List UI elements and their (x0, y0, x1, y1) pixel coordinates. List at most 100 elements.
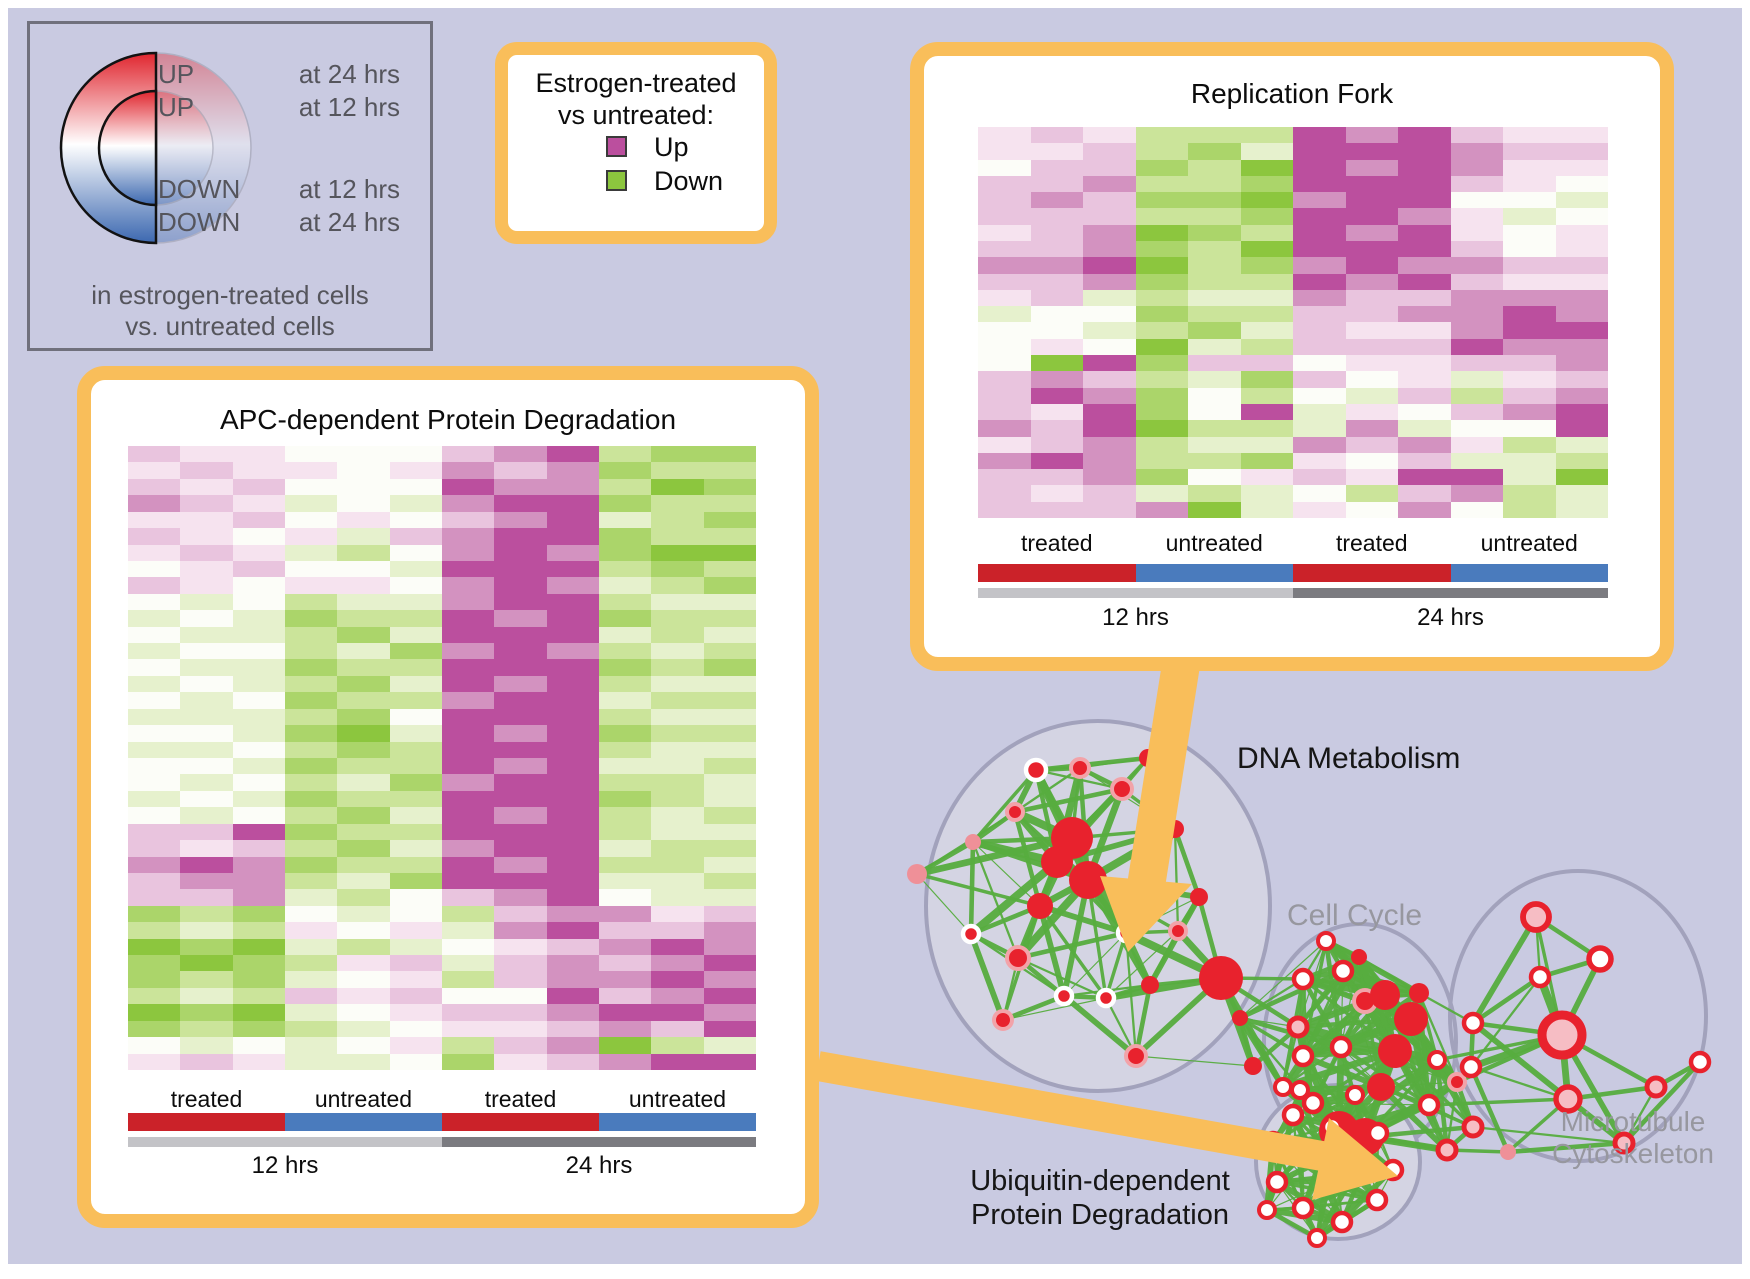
heatmap-cell (284, 823, 338, 841)
heatmap-cell (284, 446, 338, 463)
heatmap-cell (494, 1053, 547, 1070)
heatmap-cell (1135, 257, 1188, 274)
heatmap-cell (1345, 485, 1398, 502)
heatmap-cell (598, 593, 652, 611)
comparison-legend-title: Estrogen-treated vs untreated: (508, 67, 764, 131)
heatmap-cell (1345, 127, 1398, 144)
heatmap-cell (494, 1037, 547, 1054)
heatmap-cell (978, 306, 1031, 323)
heatmap-cell (978, 273, 1031, 290)
heatmap-cell (651, 758, 704, 775)
heatmap-cell (651, 659, 704, 676)
heatmap-cell (703, 692, 756, 709)
heatmap-cell (284, 675, 338, 693)
heatmap-cell (284, 807, 338, 824)
heatmap-cell (1293, 127, 1346, 144)
apc-time-labels: 12 hrs 24 hrs (128, 1152, 756, 1180)
heatmap-cell (598, 478, 652, 496)
heatmap-cell (1030, 452, 1083, 470)
heatmap-cell (284, 971, 338, 988)
heatmap-cell (1398, 452, 1451, 470)
heatmap-cell (389, 955, 442, 972)
heatmap-cell (1555, 192, 1608, 209)
heatmap-cell (1555, 208, 1608, 225)
heatmap-cell (1293, 501, 1346, 518)
heatmap-cell (598, 1037, 652, 1054)
heatmap-cell (1555, 371, 1608, 388)
heatmap-cell (546, 544, 599, 561)
heatmap-cell (441, 511, 495, 529)
untreated-bar (599, 1113, 756, 1131)
heatmap-cell (1398, 306, 1451, 323)
legend-footer-line2: vs. untreated cells (125, 311, 335, 341)
heatmap-cell (128, 758, 181, 775)
heatmap-cell (978, 452, 1031, 470)
heatmap-cell (1345, 355, 1398, 372)
heatmap-cell (651, 610, 704, 627)
heatmap-cell (128, 446, 181, 463)
heatmap-cell (1503, 485, 1556, 502)
cluster-label-ubiquitin-line1: Ubiquitin-dependent (970, 1165, 1230, 1197)
heatmap-cell (180, 511, 233, 529)
heatmap-cell (232, 905, 285, 923)
heatmap-cell (232, 560, 285, 578)
heatmap-cell (337, 495, 390, 512)
heatmap-cell (441, 560, 495, 578)
heatmap-cell (703, 823, 756, 841)
heatmap-cell (546, 626, 599, 644)
heatmap-cell (1083, 208, 1136, 225)
heatmap-cell (703, 478, 756, 496)
heatmap-cell (703, 610, 756, 627)
heatmap-cell (284, 840, 338, 857)
heatmap-cell (1503, 192, 1556, 209)
legend-row-up-24: UP at 24 hrs (158, 59, 400, 89)
heatmap-cell (1083, 224, 1136, 242)
heatmap-cell (1398, 127, 1451, 144)
heatmap-cell (1030, 306, 1083, 323)
heatmap-cell (1083, 322, 1136, 339)
heatmap-cell (284, 872, 338, 890)
heatmap-cell (1450, 469, 1503, 486)
untreated-bar (1450, 564, 1608, 582)
heatmap-cell (180, 528, 233, 545)
legend-footer-line1: in estrogen-treated cells (91, 280, 369, 310)
heatmap-cell (978, 289, 1031, 307)
heatmap-cell (546, 692, 599, 709)
heatmap-cell (232, 1037, 285, 1054)
heatmap-cell (494, 659, 547, 676)
heatmap-cell (1503, 338, 1556, 356)
heatmap-cell (284, 610, 338, 627)
heatmap-cell (651, 955, 704, 972)
heatmap-cell (337, 725, 390, 742)
heatmap-cell (389, 905, 442, 923)
heatmap-cell (180, 774, 233, 791)
heatmap-cell (128, 823, 181, 841)
heatmap-cell (441, 741, 495, 758)
heatmap-cell (441, 955, 495, 972)
heatmap-cell (494, 872, 547, 890)
time-bar-24hrs (442, 1137, 756, 1147)
heatmap-cell (180, 922, 233, 939)
heatmap-cell (1555, 403, 1608, 421)
heatmap-cell (703, 1037, 756, 1054)
heatmap-cell (128, 659, 181, 676)
heatmap-cell (1083, 257, 1136, 274)
heatmap-cell (1030, 469, 1083, 486)
heatmap-cell (598, 1020, 652, 1038)
heatmap-cell (703, 922, 756, 939)
heatmap-cell (1135, 241, 1188, 258)
heatmap-cell (494, 462, 547, 479)
heatmap-cell (546, 708, 599, 726)
heatmap-cell (1450, 403, 1503, 421)
heatmap-cell (441, 610, 495, 627)
heatmap-cell (1345, 306, 1398, 323)
heatmap-cell (389, 856, 442, 873)
heatmap-cell (128, 593, 181, 611)
heatmap-cell (703, 462, 756, 479)
heatmap-cell (1030, 143, 1083, 160)
heatmap-cell (494, 577, 547, 594)
heatmap-cell (180, 446, 233, 463)
apc-heatmap-panel: APC-dependent Protein Degradation treate… (77, 366, 819, 1228)
heatmap-cell (180, 643, 233, 660)
